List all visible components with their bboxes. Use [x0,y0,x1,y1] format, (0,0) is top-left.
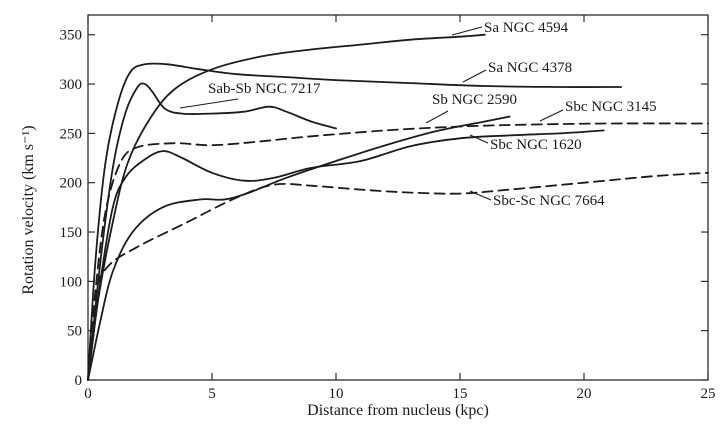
series-label-sb-ngc-2590: Sb NGC 2590 [432,92,517,108]
series-line-sab-sb-ngc-7217 [87,82,337,381]
series-line-sbc-ngc-1620 [87,129,605,381]
label-leader-sbc-ngc-3145 [539,109,564,122]
series-line-sbc-sc-ngc-7664 [87,171,709,381]
series-label-sa-ngc-4594: Sa NGC 4594 [484,20,569,36]
y-tick-label: 150 [60,225,83,241]
y-tick-label: 0 [75,373,83,389]
y-axis-title: Rotation velocity (km s⁻¹) [20,125,37,294]
label-leader-sa-ngc-4594 [451,26,483,36]
y-tick-label: 300 [60,77,83,93]
y-tick-label: 100 [60,274,83,290]
series-line-sa-ngc-4378 [87,62,623,381]
series-labels: Sa NGC 4594 Sa NGC 4378 Sab-Sb NGC 7217 Sb … [179,20,657,209]
y-tick-label: 200 [60,176,83,192]
x-tick-label: 20 [577,386,592,402]
x-axis-title: Distance from nucleus (kpc) [307,402,489,419]
x-tick-label: 25 [701,386,716,402]
series-line-sbc-ngc-3145 [87,122,709,381]
series-label-sbc-ngc-3145: Sbc NGC 3145 [565,99,657,115]
label-leader-sb-ngc-2590 [425,110,449,124]
x-tick-label: 10 [329,386,344,402]
x-tick-label: 0 [84,386,92,402]
plot-frame [87,14,709,381]
series-label-sa-ngc-4378: Sa NGC 4378 [488,60,572,76]
label-leader-sab-sb-ngc-7217 [179,98,239,109]
label-leader-sa-ngc-4378 [462,69,487,83]
series-label-sbc-sc-ngc-7664: Sbc-Sc NGC 7664 [493,193,605,209]
y-tick-label: 50 [67,324,82,340]
series-label-sab-sb-ngc-7217: Sab-Sb NGC 7217 [208,81,321,97]
x-tick-label: 5 [208,386,216,402]
x-tick-label: 15 [453,386,468,402]
y-tick-label: 250 [60,126,83,142]
series-label-sbc-ngc-1620: Sbc NGC 1620 [490,137,582,153]
curves [87,33,709,381]
label-leader-sbc-ngc-1620 [469,134,489,144]
series-line-sa-ngc-4594 [87,33,486,381]
y-tick-label: 350 [60,28,83,44]
label-leader-sbc-sc-ngc-7664 [469,190,492,201]
